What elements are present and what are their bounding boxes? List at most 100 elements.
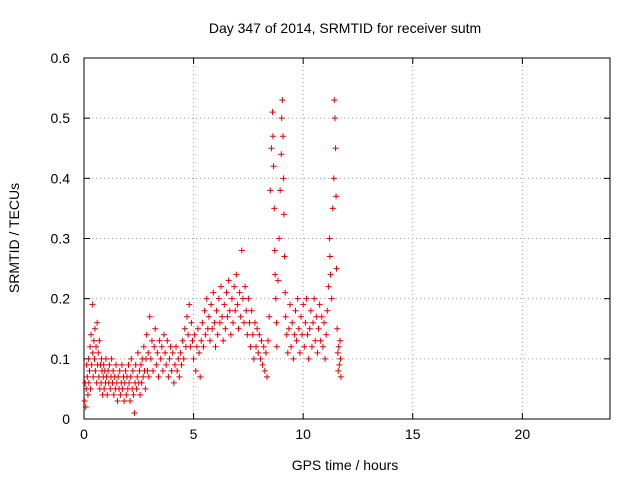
- data-point: [133, 385, 140, 392]
- data-point: [81, 397, 88, 404]
- data-point: [152, 325, 159, 332]
- data-point: [326, 235, 333, 242]
- data-point: [159, 367, 166, 374]
- data-point: [262, 349, 269, 356]
- plot-frame: [83, 57, 611, 420]
- data-point: [123, 391, 130, 398]
- data-point: [129, 367, 136, 374]
- data-point: [323, 331, 330, 338]
- data-point: [260, 343, 267, 350]
- data-point: [137, 361, 144, 368]
- data-point: [328, 295, 335, 302]
- data-point: [93, 343, 100, 350]
- y-tick-label: 0: [62, 411, 70, 427]
- data-point: [261, 367, 268, 374]
- data-point: [254, 325, 261, 332]
- data-point: [127, 373, 134, 380]
- data-point: [278, 115, 285, 122]
- data-point: [201, 307, 208, 314]
- data-point: [235, 325, 242, 332]
- data-point: [280, 211, 287, 218]
- data-point: [169, 349, 176, 356]
- data-point: [147, 355, 154, 362]
- data-point: [108, 355, 115, 362]
- data-point: [331, 97, 338, 104]
- data-point: [193, 343, 200, 350]
- data-point: [150, 367, 157, 374]
- data-point: [110, 367, 117, 374]
- data-point: [214, 331, 221, 338]
- data-point: [130, 391, 137, 398]
- data-point: [156, 337, 163, 344]
- data-point: [191, 331, 198, 338]
- data-point: [85, 379, 92, 386]
- data-point: [171, 361, 178, 368]
- data-point: [205, 313, 212, 320]
- data-point: [244, 331, 251, 338]
- data-point: [305, 355, 312, 362]
- x-tick-label: 20: [515, 426, 531, 442]
- data-point: [181, 325, 188, 332]
- data-point: [112, 361, 119, 368]
- data-point: [167, 343, 174, 350]
- data-point: [100, 361, 107, 368]
- data-point: [301, 343, 308, 350]
- data-point: [82, 403, 89, 410]
- data-point: [117, 391, 124, 398]
- data-point: [85, 355, 92, 362]
- data-points: [81, 97, 344, 416]
- data-point: [91, 355, 98, 362]
- data-point: [248, 307, 255, 314]
- data-point: [190, 355, 197, 362]
- data-point: [140, 373, 147, 380]
- data-point: [288, 343, 295, 350]
- data-point: [225, 277, 232, 284]
- data-point: [236, 289, 243, 296]
- data-point: [110, 391, 117, 398]
- data-point: [209, 325, 216, 332]
- data-point: [290, 355, 297, 362]
- data-point: [287, 301, 294, 308]
- data-point: [207, 337, 214, 344]
- data-point: [101, 385, 108, 392]
- data-point: [233, 271, 240, 278]
- data-point: [336, 337, 343, 344]
- data-point: [283, 331, 290, 338]
- data-point: [324, 307, 331, 314]
- data-point: [257, 355, 264, 362]
- data-point: [226, 307, 233, 314]
- data-point: [176, 373, 183, 380]
- data-point: [329, 205, 336, 212]
- data-point: [177, 349, 184, 356]
- data-point: [188, 319, 195, 326]
- data-point: [224, 313, 231, 320]
- grid: [84, 58, 610, 419]
- data-point: [212, 343, 219, 350]
- data-point: [127, 397, 134, 404]
- data-point: [143, 331, 150, 338]
- data-point: [144, 367, 151, 374]
- data-point: [203, 295, 210, 302]
- data-point: [282, 289, 289, 296]
- data-point: [107, 385, 114, 392]
- data-point: [294, 295, 301, 302]
- data-point: [277, 187, 284, 194]
- data-point: [145, 349, 152, 356]
- data-point: [273, 319, 280, 326]
- data-point: [285, 325, 292, 332]
- data-point: [311, 295, 318, 302]
- data-point: [313, 313, 320, 320]
- data-point: [230, 319, 237, 326]
- y-tick-label: 0.5: [51, 110, 71, 126]
- data-point: [121, 397, 128, 404]
- y-tick-label: 0.6: [51, 50, 71, 66]
- data-point: [199, 319, 206, 326]
- data-point: [259, 361, 266, 368]
- data-point: [202, 331, 209, 338]
- data-point: [126, 379, 133, 386]
- data-point: [253, 343, 260, 350]
- data-point: [136, 367, 143, 374]
- data-point: [337, 355, 344, 362]
- y-tick-label: 0.2: [51, 291, 71, 307]
